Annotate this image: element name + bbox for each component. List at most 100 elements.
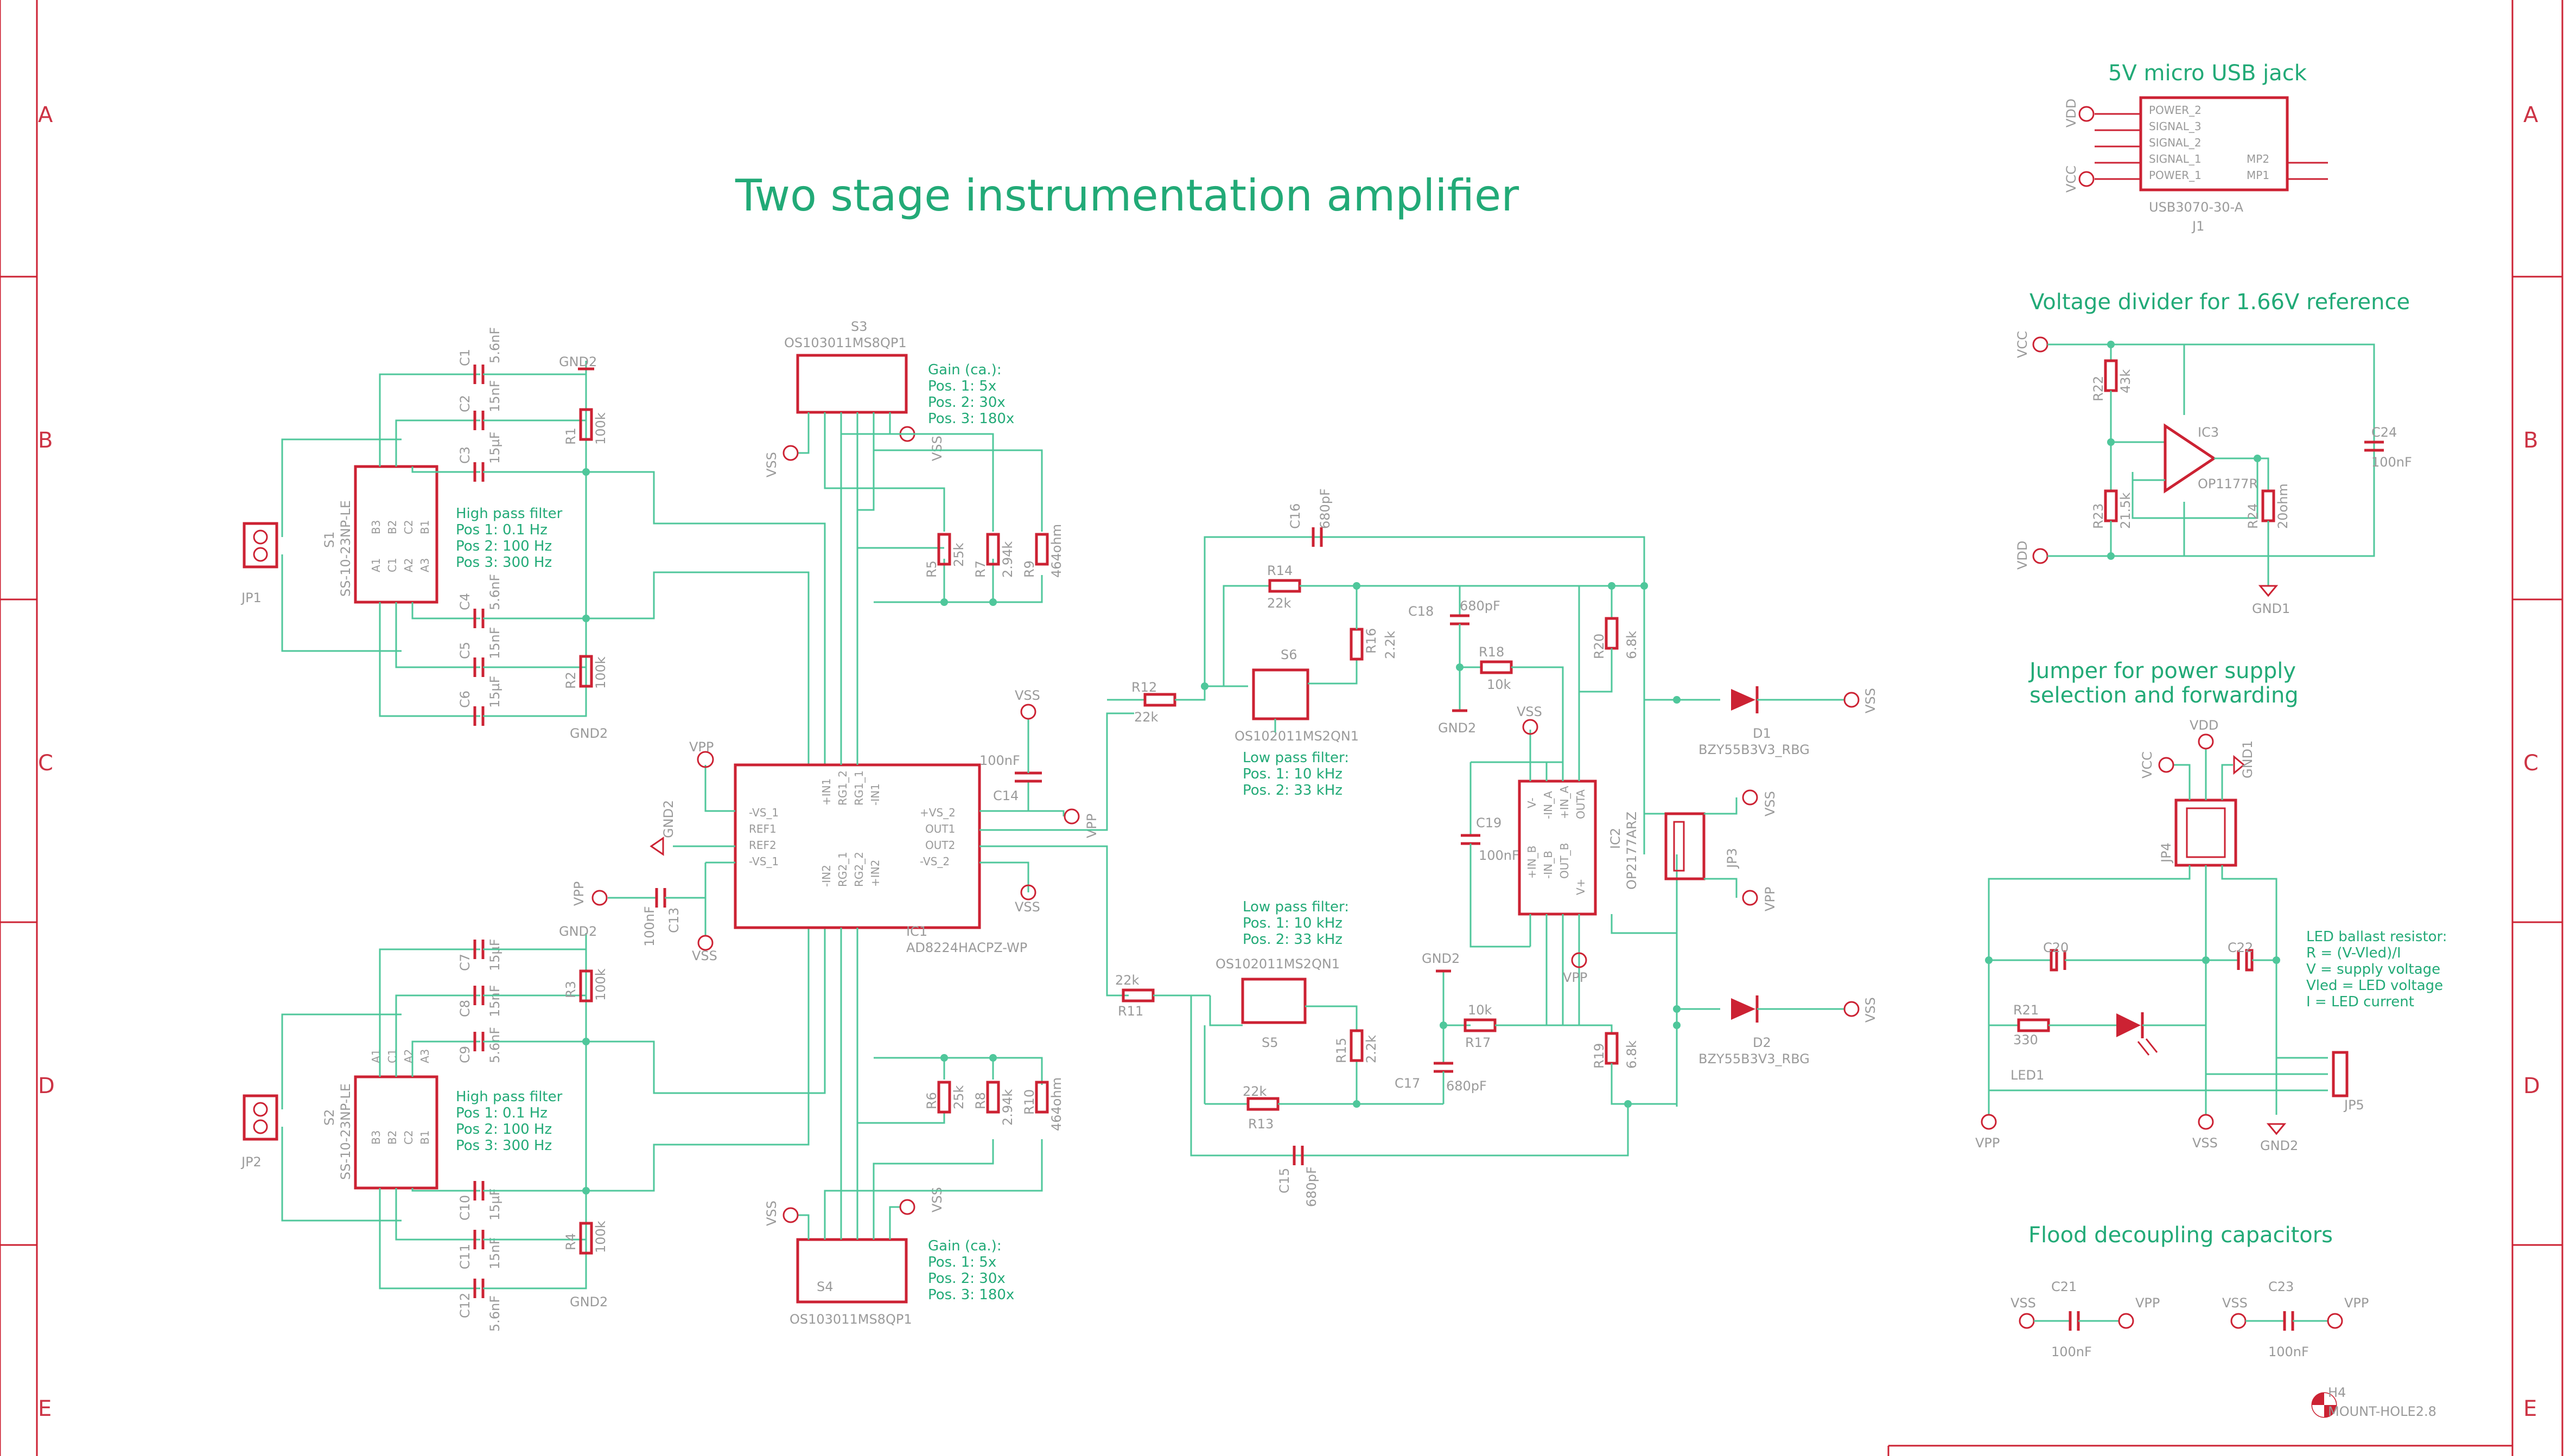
resistor-r19[interactable] <box>1605 1032 1619 1065</box>
r5-value: 25k <box>951 542 966 567</box>
s6-switch[interactable] <box>1252 668 1309 720</box>
r24-value: 20ohm <box>2275 483 2291 529</box>
jp4-connector[interactable] <box>2174 799 2237 867</box>
led1-diode[interactable] <box>2116 1013 2141 1037</box>
ic1-vpp-right-label: VPP <box>1084 814 1099 838</box>
diode-d2[interactable] <box>1731 998 1755 1020</box>
c21-vss-label: VSS <box>2011 1295 2036 1311</box>
resistor-r21[interactable] <box>2017 1018 2050 1032</box>
j1-usb-connector[interactable] <box>2139 96 2289 191</box>
r22-value: 43k <box>2118 369 2133 393</box>
c23-ref: C23 <box>2268 1279 2294 1294</box>
c13-vpp-label: VPP <box>571 882 587 906</box>
s4-vss-left-label: VSS <box>764 1200 779 1226</box>
s1-pin-b3: B3 <box>370 520 383 534</box>
s2-pin-b3: B3 <box>370 1131 383 1145</box>
input-stage-1: JP1 S1 SS-10-23NP-LE B3 B2 C2 B1 A1 C1 A… <box>240 327 826 765</box>
resistor-r8[interactable] <box>986 1081 1000 1114</box>
resistor-r22[interactable] <box>2104 359 2118 392</box>
resistor-r12[interactable] <box>1143 693 1176 707</box>
resistor-r16[interactable] <box>1350 628 1364 661</box>
resistor-r4[interactable] <box>579 1222 593 1255</box>
resistor-r18[interactable] <box>1480 660 1513 674</box>
s6-ref: S6 <box>1281 647 1297 662</box>
ic3-opamp[interactable] <box>2164 423 2217 494</box>
jp2-connector[interactable] <box>243 1094 278 1141</box>
diode-d1[interactable] <box>1731 689 1755 711</box>
resistor-r2[interactable] <box>579 655 593 688</box>
r1-value: 100k <box>593 412 608 445</box>
j1-vdd-label: VDD <box>2064 99 2079 127</box>
c20-ref: C20 <box>2043 940 2069 955</box>
j1-pin-signal1: SIGNAL_1 <box>2149 152 2202 165</box>
ic1-pin-t1: +IN1 <box>820 778 833 806</box>
ic1-pin-l3: REF2 <box>749 839 777 852</box>
j1-pin-signal3: SIGNAL_3 <box>2149 120 2202 133</box>
r4-ref: R4 <box>563 1233 578 1250</box>
resistor-r6[interactable] <box>937 1081 951 1114</box>
s5-switch[interactable] <box>1241 978 1307 1024</box>
r4-value: 100k <box>593 1221 608 1253</box>
r24-ref: R24 <box>2245 503 2261 529</box>
s1-pin-a1: A1 <box>370 558 383 572</box>
s1-ref: S1 <box>322 531 337 548</box>
jumper-section-title-line1: Jumper for power supply <box>2028 659 2296 684</box>
c4-value: 5.6nF <box>487 574 502 610</box>
resistor-r3[interactable] <box>579 969 593 1002</box>
r9-value: 464ohm <box>1049 524 1064 578</box>
c8-value: 15nF <box>487 985 502 1017</box>
gnd2-label-r4: GND2 <box>570 1294 608 1310</box>
resistor-r10[interactable] <box>1035 1081 1049 1114</box>
jp3-connector[interactable] <box>1664 812 1706 880</box>
ic1-pin-b3: RG2_2 <box>852 852 866 887</box>
resistor-r23[interactable] <box>2104 489 2118 522</box>
led1-ref: LED1 <box>2011 1068 2044 1083</box>
r22-ref: R22 <box>2091 376 2106 401</box>
s4-gain-stage: S4 OS103011MS8QP1 VSS VSS R6 25k R8 2.94… <box>764 928 1064 1327</box>
c9-value: 5.6nF <box>487 1027 502 1063</box>
hp-note-2-line2: Pos 1: 0.1 Hz <box>456 1105 548 1121</box>
resistor-r5[interactable] <box>937 533 951 566</box>
c15-ref: C15 <box>1277 1168 1292 1193</box>
c23-value: 100nF <box>2268 1344 2309 1359</box>
s2-pin-b2: B2 <box>386 1131 399 1145</box>
r2-value: 100k <box>593 656 608 689</box>
c23-vss-label: VSS <box>2222 1295 2248 1311</box>
r1-ref: R1 <box>563 427 578 445</box>
resistor-r20[interactable] <box>1605 617 1619 650</box>
resistor-r15[interactable] <box>1350 1029 1364 1062</box>
c2-value: 15nF <box>487 380 502 412</box>
s3-switch[interactable] <box>796 354 908 414</box>
r20-ref: R20 <box>1592 634 1607 659</box>
ic2-vpp-label: VPP <box>1563 970 1587 985</box>
jumper-section-title-line2: selection and forwarding <box>2029 683 2299 708</box>
s3-vss-right-label: VSS <box>930 436 945 461</box>
ic2-body[interactable] <box>1518 780 1597 916</box>
resistor-r24[interactable] <box>2261 489 2275 522</box>
c7-ref: C7 <box>457 954 473 971</box>
r3-value: 100k <box>593 968 608 1001</box>
s1-value: SS-10-23NP-LE <box>338 500 353 597</box>
c15-value: 680pF <box>1304 1166 1319 1207</box>
resistor-r7[interactable] <box>986 533 1000 566</box>
decoupling-section-title: Flood decoupling capacitors <box>2028 1223 2333 1248</box>
resistor-r1[interactable] <box>579 408 593 441</box>
jp5-label: JP5 <box>2343 1097 2364 1113</box>
r19-ref: R19 <box>1592 1043 1607 1069</box>
d1-ref: D1 <box>1753 726 1771 741</box>
lp-note-1-line2: Pos. 1: 10 kHz <box>1243 766 1343 782</box>
j1-ref: J1 <box>2191 219 2204 234</box>
s4-switch[interactable] <box>796 1238 908 1304</box>
j1-pin-mp1: MP1 <box>2247 169 2269 182</box>
r18-value: 10k <box>1487 677 1511 692</box>
jp3-vpp-label: VPP <box>1763 887 1778 911</box>
resistor-r14[interactable] <box>1268 579 1301 593</box>
jp5-connector[interactable] <box>2332 1051 2349 1097</box>
c3-ref: C3 <box>457 446 473 464</box>
c11-value: 15nF <box>487 1237 502 1269</box>
s3-gain-stage: S3 OS103011MS8QP1 VSS VSS R5 25k R7 2.94… <box>764 319 1064 765</box>
resistor-r9[interactable] <box>1035 533 1049 566</box>
resistor-r13[interactable] <box>1246 1097 1280 1111</box>
jp1-connector[interactable] <box>243 522 278 569</box>
